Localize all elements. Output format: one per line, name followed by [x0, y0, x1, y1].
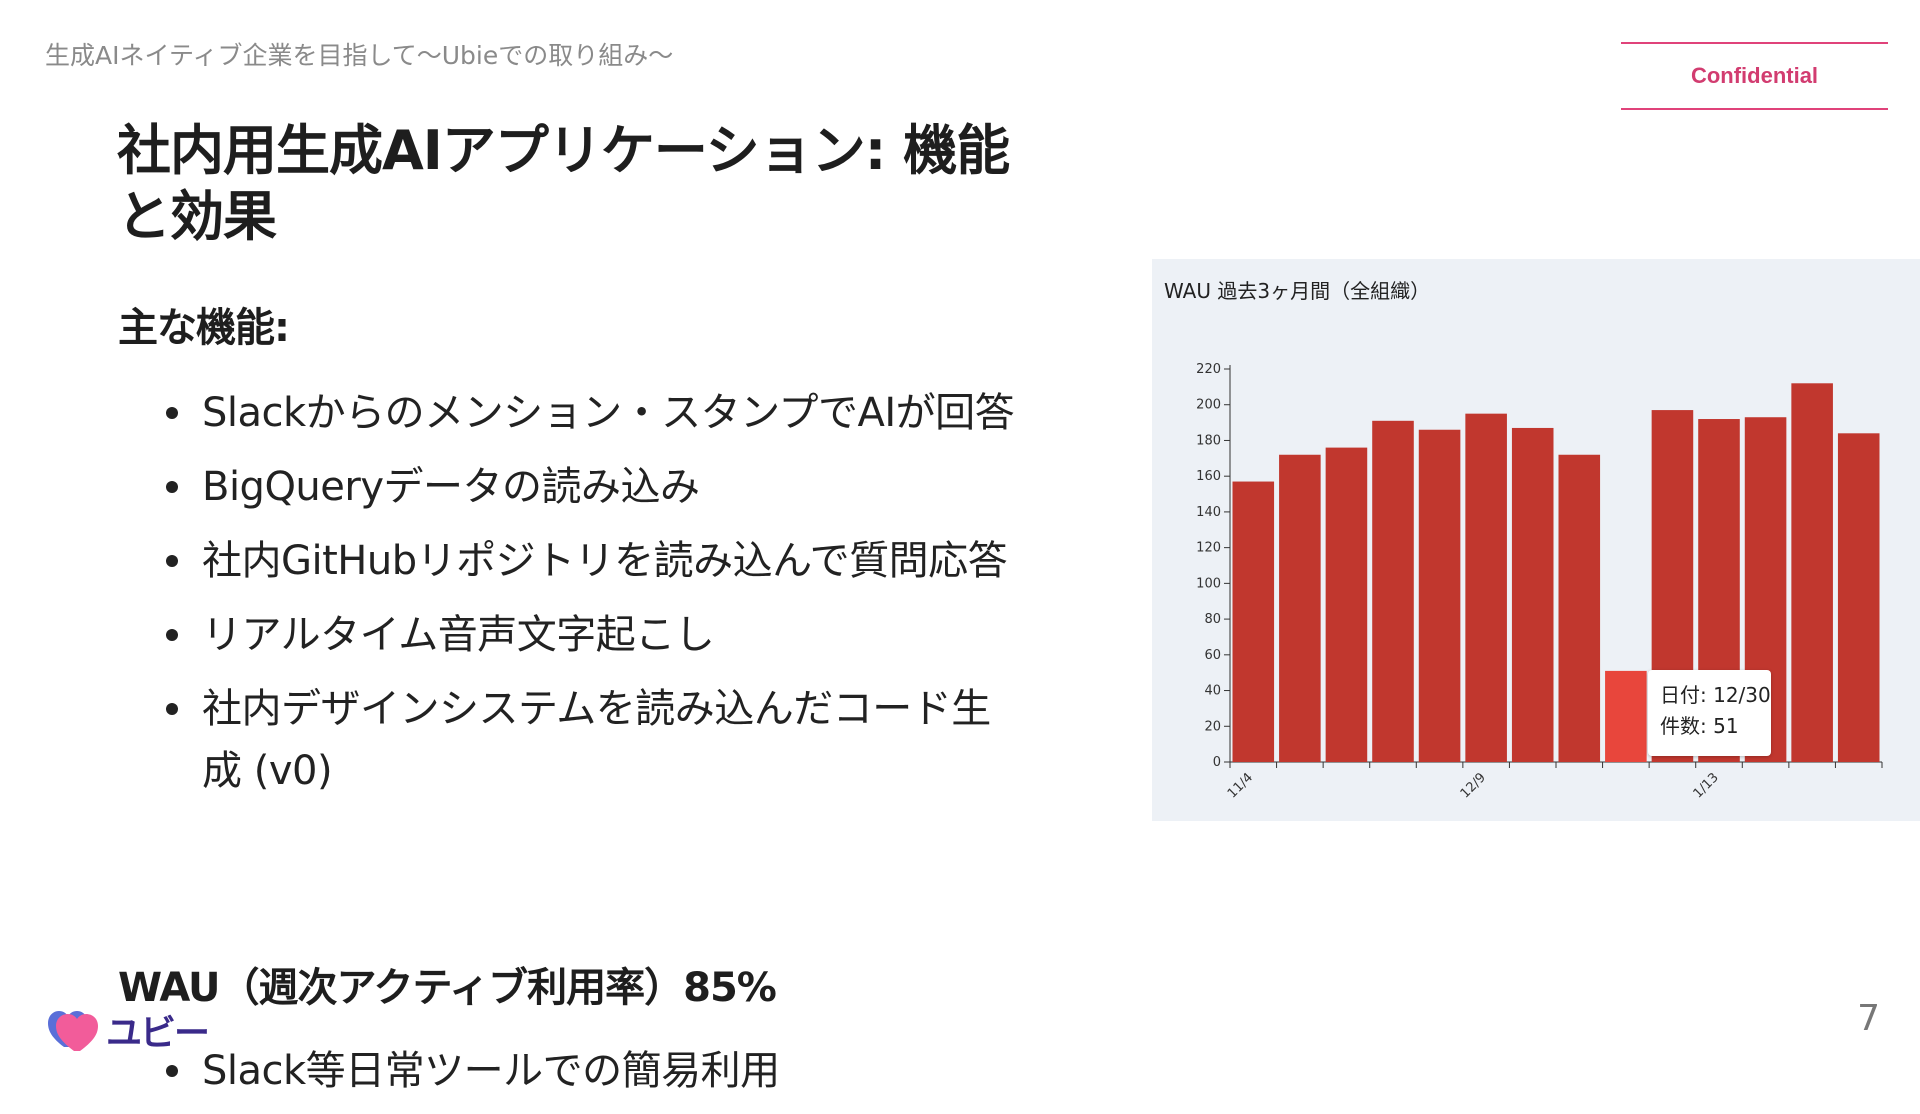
bullet-icon — [166, 629, 178, 641]
wau-list: Slack等日常ツールでの簡易利用 — [160, 1040, 1020, 1114]
feature-item: Slackからのメンション・スタンプでAIが回答 — [160, 382, 1020, 444]
feature-item: リアルタイム音声文字起こし — [160, 604, 1020, 666]
y-tick-label: 40 — [1204, 684, 1221, 699]
x-tick-label: 12/9 — [1458, 770, 1489, 801]
y-tick-label: 20 — [1204, 719, 1221, 734]
y-tick-label: 180 — [1196, 433, 1221, 448]
wau-chart-panel: WAU 過去3ヶ月間（全組織） 0 20 40 60 80 100 120 140 160 180… — [1152, 259, 1920, 821]
bar-11-4 — [1232, 481, 1275, 762]
feature-item: 社内デザインシステムを読み込んだコード生成 (v0) — [160, 678, 1020, 802]
logo-text: ユビー — [106, 1013, 210, 1054]
features-list: Slackからのメンション・スタンプでAIが回答 BigQueryデータの読み込… — [160, 382, 1020, 814]
y-tick-label: 140 — [1196, 505, 1221, 520]
bar-12-23 — [1558, 454, 1601, 762]
bullet-icon — [166, 555, 178, 567]
deck-title: 生成AIネイティブ企業を目指して〜Ubieでの取り組み〜 — [45, 41, 674, 70]
y-tick-label: 60 — [1204, 648, 1221, 663]
wau-heading: WAU（週次アクティブ利用率）85% — [118, 965, 777, 1011]
y-tick-label: 220 — [1196, 362, 1221, 377]
confidential-label: Confidential — [1621, 42, 1888, 110]
bullet-icon — [166, 1065, 178, 1077]
bar-12-30 — [1605, 670, 1647, 762]
bullet-icon — [166, 481, 178, 493]
tooltip-count: 件数: 51 — [1660, 714, 1739, 738]
feature-item: BigQueryデータの読み込み — [160, 456, 1020, 518]
bar-12-16 — [1511, 427, 1554, 762]
heart-logo-icon — [48, 1011, 98, 1051]
chart-title: WAU 過去3ヶ月間（全組織） — [1164, 279, 1431, 303]
bar-2-3 — [1837, 433, 1880, 762]
y-tick-label: 200 — [1196, 398, 1221, 413]
y-tick-label: 80 — [1204, 612, 1221, 627]
bar-11-25 — [1372, 420, 1414, 762]
slide-title-line2: と効果 — [117, 185, 277, 248]
x-tick-label: 11/4 — [1225, 770, 1256, 801]
x-tick-label: 1/13 — [1691, 770, 1722, 801]
features-heading: 主な機能: — [118, 305, 290, 351]
page-number: 7 — [1857, 998, 1880, 1039]
ubie-logo: ユビー — [46, 1004, 210, 1056]
bar-12-9 — [1465, 413, 1507, 762]
wau-item: Slack等日常ツールでの簡易利用 — [160, 1040, 1020, 1102]
bullet-icon — [166, 407, 178, 419]
slide-title-line1: 社内用生成AIアプリケーション: 機能 — [117, 119, 1010, 182]
y-tick-label: 100 — [1196, 576, 1221, 591]
y-tick-label: 0 — [1213, 755, 1221, 770]
feature-item: 社内GitHubリポジトリを読み込んで質問応答 — [160, 530, 1020, 592]
y-tick-label: 120 — [1196, 541, 1221, 556]
bar-1-27 — [1791, 383, 1833, 762]
bar-12-2 — [1418, 429, 1461, 762]
bullet-icon — [166, 703, 178, 715]
slide-title: 社内用生成AIアプリケーション: 機能 と効果 — [117, 118, 1017, 250]
y-tick-label: 160 — [1196, 469, 1221, 484]
chart-tooltip: 日付: 12/30 件数: 51 — [1648, 670, 1771, 756]
bar-11-18 — [1325, 447, 1368, 762]
tooltip-date: 日付: 12/30 — [1660, 683, 1771, 707]
wau-bar-chart: 0 20 40 60 80 100 120 140 160 180 200 220 11/4 12/9 1/… — [1196, 362, 1883, 801]
bar-11-11 — [1279, 454, 1321, 762]
